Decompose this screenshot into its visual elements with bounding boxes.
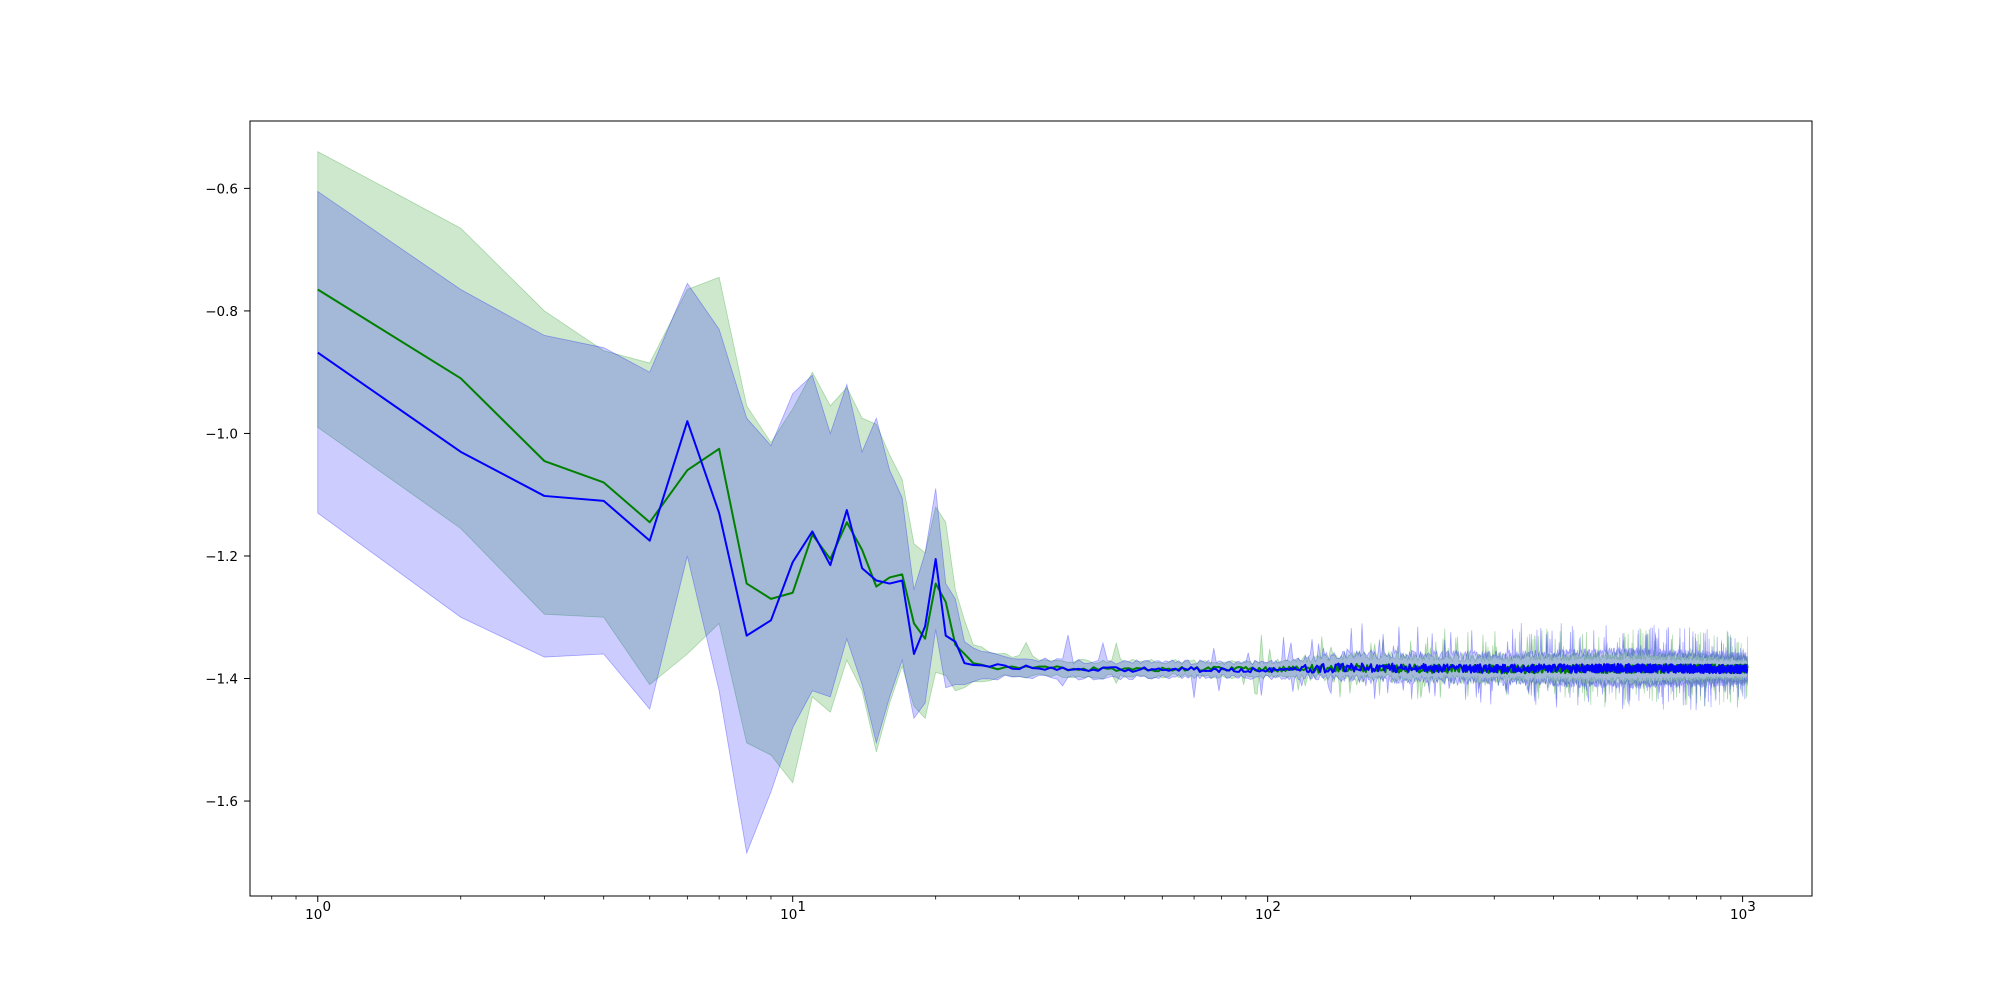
y-tick-label: −0.6 (205, 181, 238, 197)
series-1-band (317, 150, 1748, 784)
x-tick-exponent: 0 (322, 899, 331, 915)
y-tick-label: −1.4 (205, 672, 238, 688)
x-tick-label: 10 (1730, 907, 1747, 923)
x-tick-label: 10 (1255, 907, 1272, 923)
x-tick-label: 10 (305, 907, 322, 923)
x-tick-exponent: 3 (1747, 899, 1756, 915)
y-tick-label: −1.2 (205, 549, 238, 565)
y-tick-label: −0.8 (205, 304, 238, 320)
axes: −0.6−0.8−1.0−1.2−1.4−1.610 0 10 1 10 2 10 3 (205, 120, 1813, 923)
series-2-line (317, 351, 1749, 675)
plot-frame (249, 120, 1813, 897)
x-tick-exponent: 2 (1272, 899, 1281, 915)
series-2-band (317, 190, 1748, 855)
y-tick-label: −1.0 (205, 426, 238, 442)
x-tick-exponent: 1 (797, 899, 806, 915)
x-tick-label: 10 (780, 907, 797, 923)
y-tick-label: −1.6 (205, 794, 238, 810)
plot-area (317, 150, 1749, 855)
